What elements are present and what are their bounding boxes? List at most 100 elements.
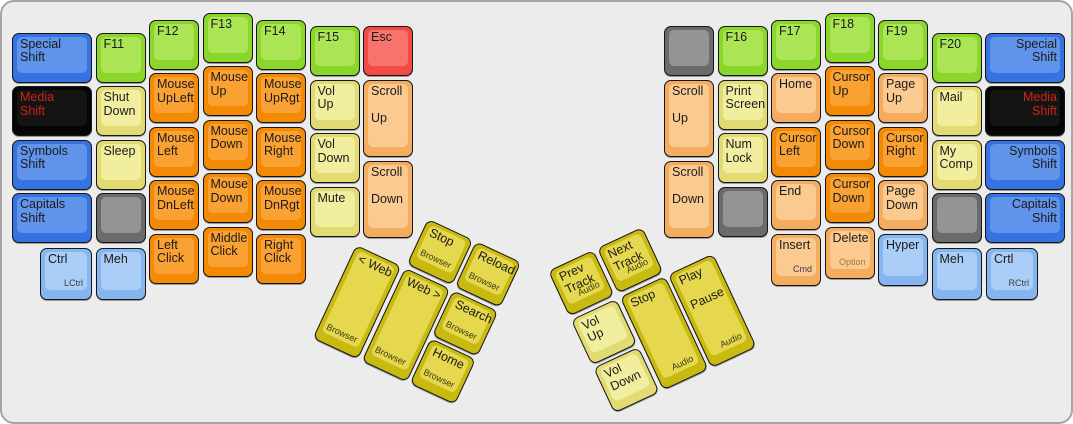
key-mouse-up[interactable]: Mouse Up xyxy=(202,66,253,116)
key-special-shift-right[interactable]: Special Shift xyxy=(985,32,1065,83)
key-my-comp[interactable]: My Comp xyxy=(931,139,982,190)
key-mute[interactable]: Mute xyxy=(309,186,360,237)
key-label: Hyper xyxy=(886,237,920,252)
key-meh-right[interactable]: Meh xyxy=(931,248,982,300)
key-cursor-down-1[interactable]: Cursor Down xyxy=(824,119,875,170)
key-media-shift-left[interactable]: Media Shift xyxy=(12,86,92,136)
keytop xyxy=(990,197,1060,233)
key-label: Cursor Right xyxy=(886,130,924,158)
key-cursor-right[interactable]: Cursor Right xyxy=(878,126,928,177)
key-left-click[interactable]: Left Click xyxy=(149,233,199,284)
key-mouse-down-1[interactable]: Mouse Down xyxy=(202,119,253,170)
key-scroll-down-left[interactable]: Scroll Down xyxy=(363,160,413,238)
key-middle-click[interactable]: Middle Click xyxy=(202,226,253,277)
key-label: F15 xyxy=(317,30,340,44)
key-label: Mouse UpRgt xyxy=(264,77,302,105)
key-label: Cursor Up xyxy=(832,70,871,98)
key-f19[interactable]: F19 xyxy=(878,19,928,70)
key-label: Page Down xyxy=(886,184,918,212)
key-mouse-down-2[interactable]: Mouse Down xyxy=(202,173,253,223)
key-ctrl-left[interactable]: Ctrl LCtrl xyxy=(40,248,92,300)
key-blank-right-outer[interactable] xyxy=(931,193,982,243)
key-label: Media Shift xyxy=(1022,90,1057,118)
keytop xyxy=(261,184,301,220)
keytop xyxy=(100,197,141,233)
keytop xyxy=(100,90,141,126)
key-delete[interactable]: Delete Option xyxy=(824,226,875,279)
key-mouse-upleft[interactable]: Mouse UpLeft xyxy=(149,73,199,123)
key-label: F14 xyxy=(264,23,286,38)
key-f16[interactable]: F16 xyxy=(717,26,768,76)
key-label: Scroll Down xyxy=(672,164,704,206)
key-insert[interactable]: Insert Cmd xyxy=(771,233,821,286)
keytop xyxy=(936,90,977,126)
keytop xyxy=(17,36,87,73)
keytop xyxy=(991,252,1033,290)
key-label: Cursor Down xyxy=(832,177,871,205)
key-label: F16 xyxy=(725,30,748,44)
key-special-shift-left[interactable]: Special Shift xyxy=(12,32,92,83)
key-label: Symbols Shift xyxy=(1009,143,1057,171)
keytop xyxy=(776,77,816,113)
key-mouse-left[interactable]: Mouse Left xyxy=(149,126,199,177)
key-mail[interactable]: Mail xyxy=(931,86,982,136)
key-mouse-dnrgt[interactable]: Mouse DnRgt xyxy=(256,180,306,230)
key-hyper[interactable]: Hyper xyxy=(878,233,928,286)
key-f17[interactable]: F17 xyxy=(771,19,821,70)
key-home-nav[interactable]: Home xyxy=(771,73,821,123)
key-blank-right-inner[interactable] xyxy=(664,26,714,76)
key-vol-down[interactable]: Vol Down xyxy=(309,133,360,183)
key-meh-left[interactable]: Meh xyxy=(95,248,146,300)
key-blank-left[interactable] xyxy=(95,193,146,243)
keytop xyxy=(883,237,923,276)
keytop xyxy=(829,123,870,160)
key-cursor-left[interactable]: Cursor Left xyxy=(771,126,821,177)
key-mouse-right[interactable]: Mouse Right xyxy=(256,126,306,177)
key-label: F12 xyxy=(157,23,179,38)
keytop xyxy=(829,16,870,53)
keytop xyxy=(100,252,141,290)
key-f15[interactable]: F15 xyxy=(309,26,360,76)
key-media-shift-right[interactable]: Media Shift xyxy=(985,86,1065,136)
key-scroll-up-right[interactable]: Scroll Up xyxy=(664,79,714,157)
key-symbols-shift-left[interactable]: Symbols Shift xyxy=(12,139,92,190)
key-num-lock[interactable]: Num Lock xyxy=(717,133,768,183)
key-page-up[interactable]: Page Up xyxy=(878,73,928,123)
key-label: Meh xyxy=(103,252,128,266)
key-f18[interactable]: F18 xyxy=(824,12,875,63)
key-esc[interactable]: Esc xyxy=(363,26,413,76)
key-page-down[interactable]: Page Down xyxy=(878,180,928,230)
key-label: Shut Down xyxy=(103,90,136,118)
key-scroll-up-left[interactable]: Scroll Up xyxy=(363,79,413,157)
key-print-screen[interactable]: Print Screen xyxy=(717,79,768,130)
key-capitals-shift-left[interactable]: Capitals Shift xyxy=(12,193,92,243)
key-f13[interactable]: F13 xyxy=(202,12,253,63)
key-label: Page Up xyxy=(886,77,916,105)
key-f12[interactable]: F12 xyxy=(149,19,199,70)
key-mouse-uprgt[interactable]: Mouse UpRgt xyxy=(256,73,306,123)
keytop xyxy=(990,143,1060,180)
key-vol-up[interactable]: Vol Up xyxy=(309,79,360,130)
key-label: Sleep xyxy=(103,143,136,158)
key-cursor-up[interactable]: Cursor Up xyxy=(824,66,875,116)
key-crtl-right[interactable]: Crtl RCtrl xyxy=(986,248,1038,300)
keytop xyxy=(154,130,194,167)
keytop xyxy=(883,23,923,60)
key-capitals-shift-right[interactable]: Capitals Shift xyxy=(985,193,1065,243)
keytop xyxy=(883,130,923,167)
keytop xyxy=(314,190,355,227)
key-sleep[interactable]: Sleep xyxy=(95,139,146,190)
key-end-nav[interactable]: End xyxy=(771,180,821,230)
key-right-click[interactable]: Right Click xyxy=(256,233,306,284)
key-symbols-shift-right[interactable]: Symbols Shift xyxy=(985,139,1065,190)
keytop xyxy=(990,36,1060,73)
key-f11[interactable]: F11 xyxy=(95,32,146,83)
key-shut-down[interactable]: Shut Down xyxy=(95,86,146,136)
key-cursor-down-2[interactable]: Cursor Down xyxy=(824,173,875,223)
key-f14[interactable]: F14 xyxy=(256,19,306,70)
key-f20[interactable]: F20 xyxy=(931,32,982,83)
key-scroll-down-right[interactable]: Scroll Down xyxy=(664,160,714,238)
key-mouse-dnleft[interactable]: Mouse DnLeft xyxy=(149,180,199,230)
key-blank-right-mid[interactable] xyxy=(717,186,768,237)
